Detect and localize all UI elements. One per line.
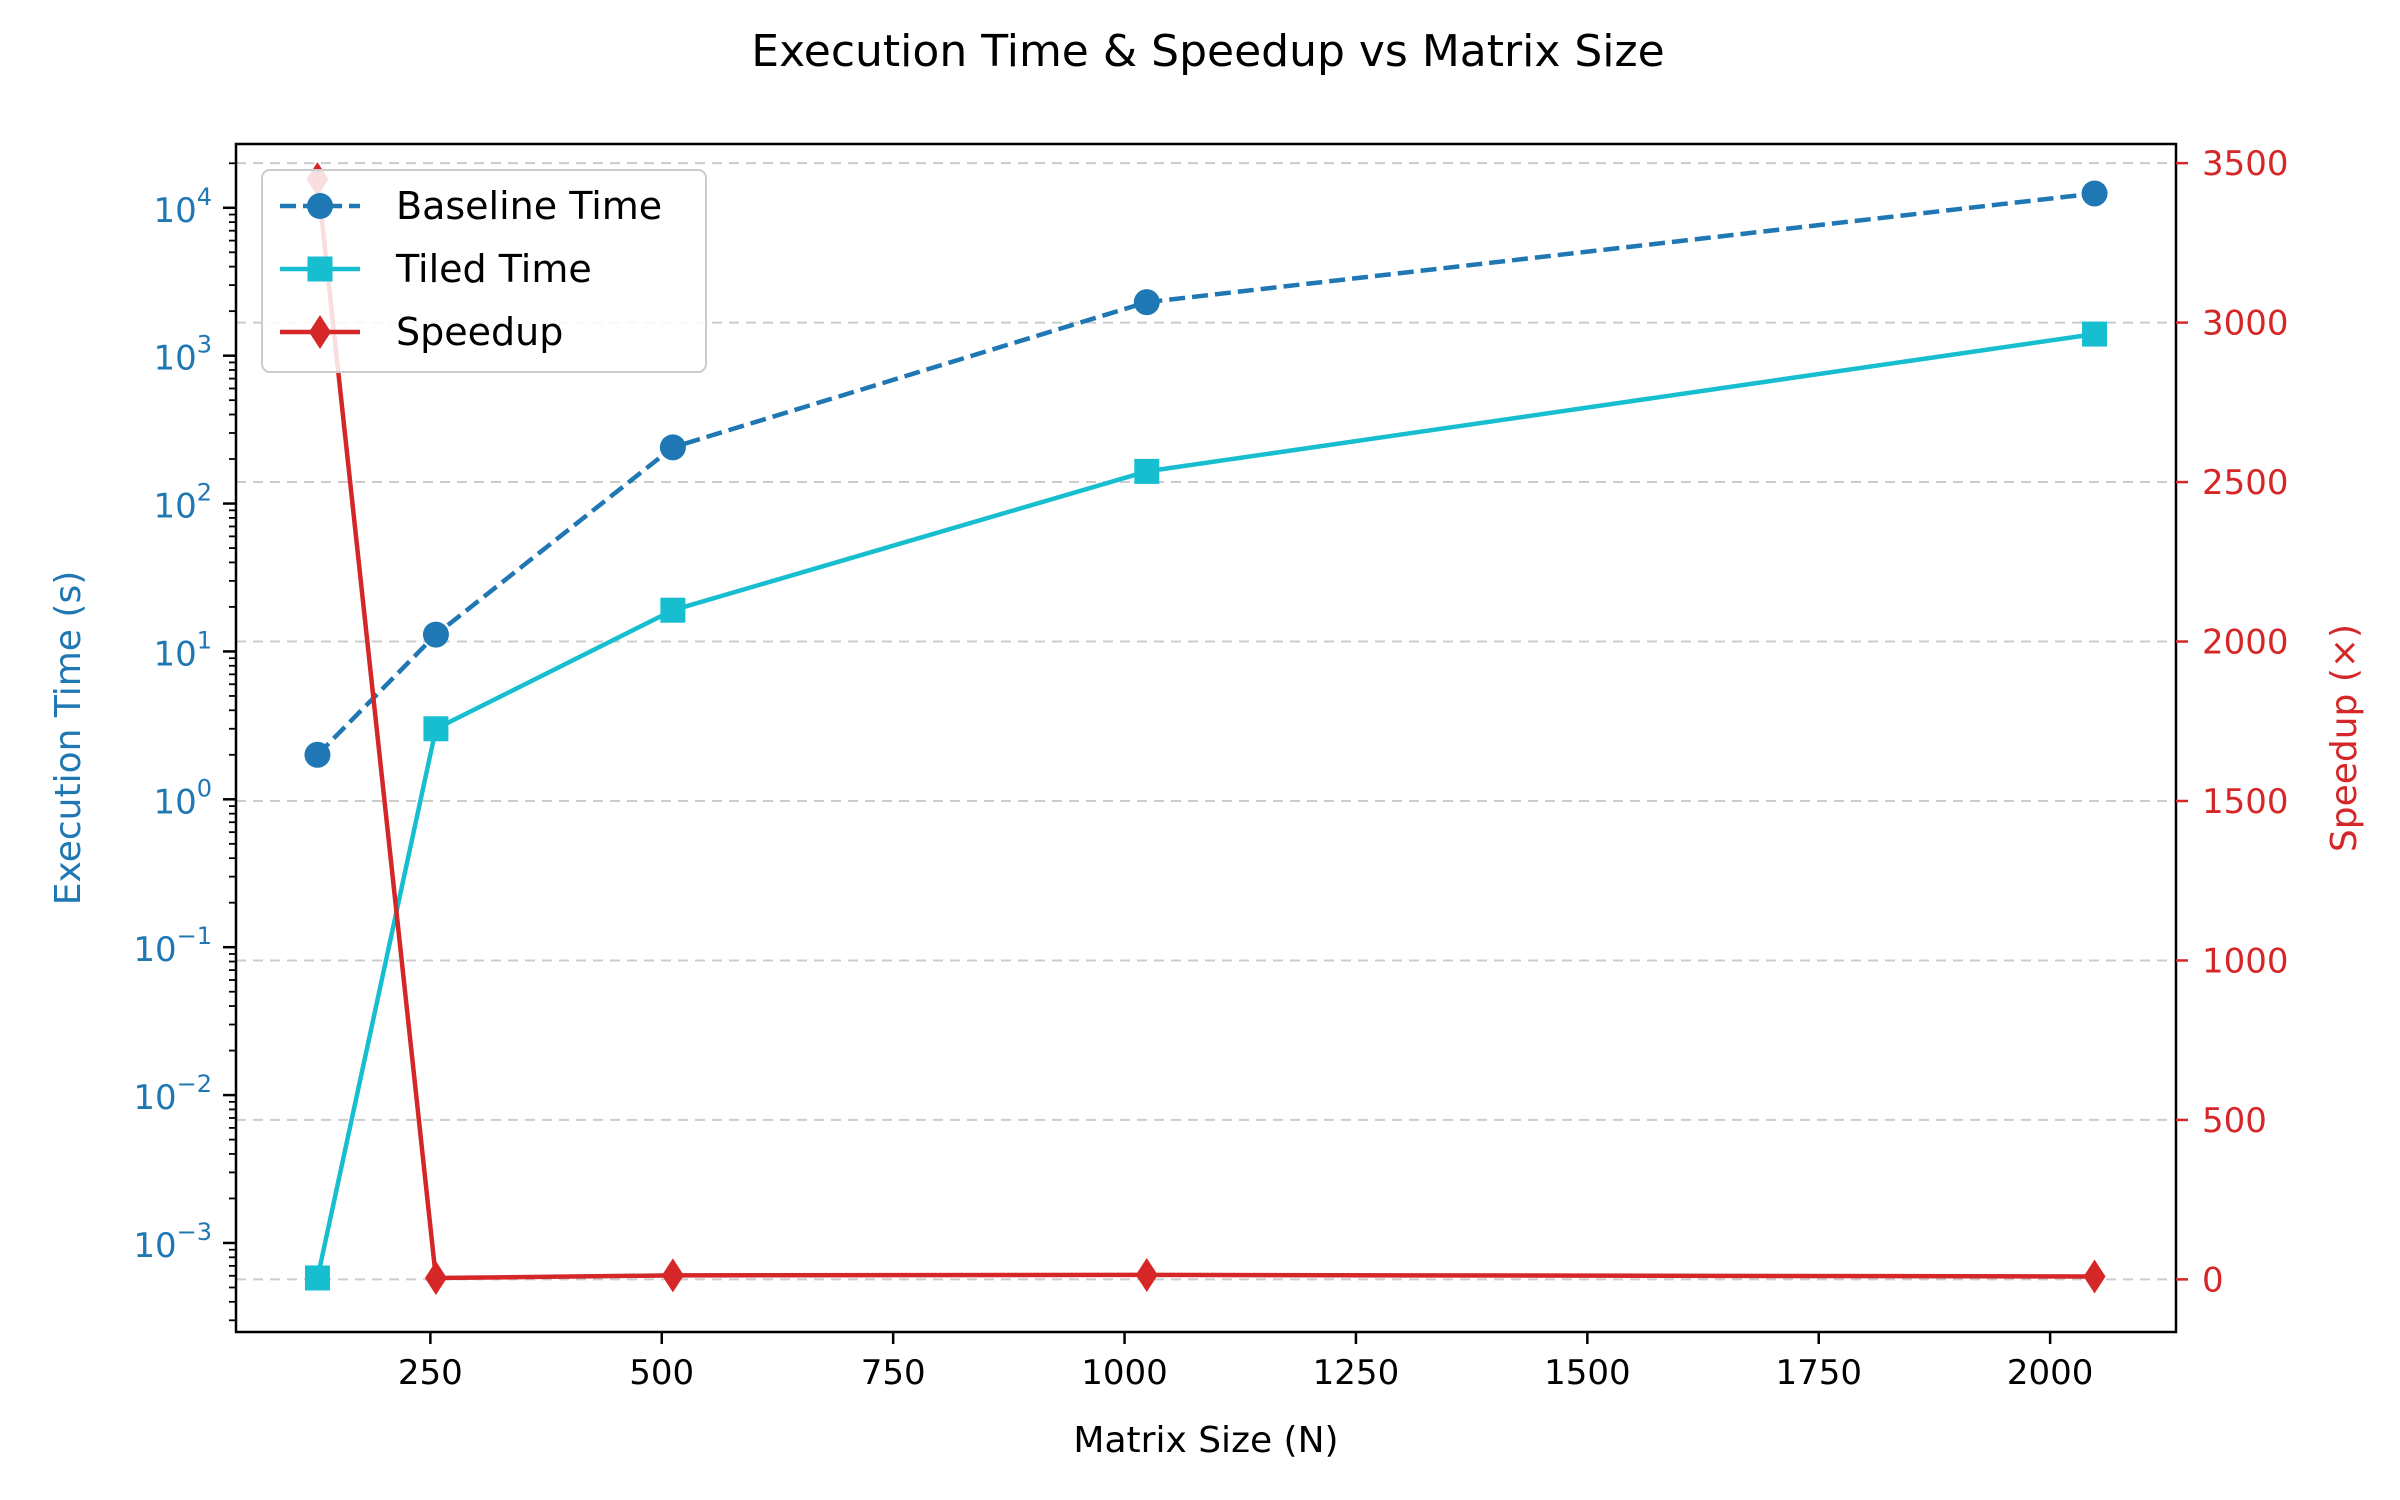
y-tick-base: 10 — [153, 782, 196, 822]
y-tick-exponent: 2 — [197, 479, 212, 507]
y2-tick-label: 500 — [2202, 1101, 2267, 1141]
y-tick-base: 10 — [133, 1078, 176, 1118]
data-point — [423, 716, 449, 742]
y-tick-label: 101 — [153, 626, 212, 674]
y-tick-base: 10 — [153, 339, 196, 379]
x-axis-title: Matrix Size (N) — [1073, 1420, 1338, 1461]
data-point — [1133, 289, 1160, 316]
legend-item: Tiled Time — [280, 247, 592, 291]
y-axis-title-left: Execution Time (s) — [48, 571, 89, 906]
legend-box — [261, 169, 707, 373]
legend-marker — [309, 315, 331, 349]
y2-tick-label: 1000 — [2202, 941, 2289, 981]
data-point — [422, 621, 449, 648]
y2-tick-label: 2500 — [2202, 463, 2289, 503]
legend-marker — [307, 256, 333, 282]
x-tick-label: 750 — [861, 1353, 926, 1393]
y2-tick-label: 2000 — [2202, 623, 2289, 663]
y-axis-right: 0 500 1000 1500 2000 2500 3000 3500 — [2176, 144, 2289, 1300]
data-point — [1134, 458, 1160, 484]
legend-label: Speedup — [396, 310, 563, 354]
x-tick-label: 250 — [398, 1353, 463, 1393]
y-tick-exponent: 4 — [197, 183, 212, 211]
y-tick-label: 100 — [153, 774, 212, 822]
y2-tick-label: 3000 — [2202, 304, 2289, 344]
y2-tick-label: 3500 — [2202, 144, 2289, 184]
legend-marker — [307, 193, 333, 219]
y-tick-label: 10−1 — [133, 922, 212, 970]
data-point — [659, 434, 686, 461]
data-point — [2081, 180, 2108, 207]
y-tick-exponent: −3 — [177, 1218, 212, 1246]
x-tick-label: 500 — [629, 1353, 694, 1393]
y-tick-base: 10 — [133, 930, 176, 970]
data-point — [2082, 321, 2108, 347]
x-axis: 250 500 750 1000 1250 1500 1750 2000 — [398, 1332, 2093, 1393]
data-point — [661, 1258, 684, 1293]
y-tick-base: 10 — [153, 191, 196, 231]
data-point — [304, 1265, 330, 1291]
y-tick-label: 102 — [153, 479, 212, 527]
legend: Baseline Time Tiled Time Speedup — [261, 169, 707, 373]
x-tick-label: 1500 — [1544, 1353, 1631, 1393]
y-tick-label: 104 — [153, 183, 212, 231]
legend-label: Baseline Time — [396, 184, 662, 228]
y-tick-label: 10−2 — [133, 1070, 212, 1118]
y-tick-exponent: −2 — [177, 1070, 212, 1098]
data-point — [1135, 1257, 1158, 1292]
legend-item: Baseline Time — [280, 184, 662, 228]
y-tick-label: 103 — [153, 331, 212, 379]
y-tick-base: 10 — [133, 1226, 176, 1266]
grid-lines — [236, 162, 2176, 1281]
y-tick-exponent: −1 — [177, 922, 212, 950]
y-tick-label: 10−3 — [133, 1218, 212, 1266]
chart-title: Execution Time & Speedup vs Matrix Size — [751, 26, 1664, 77]
legend-label: Tiled Time — [395, 247, 592, 291]
y-axis-title-right: Speedup (×) — [2324, 624, 2365, 852]
y2-tick-label: 1500 — [2202, 782, 2289, 822]
series-baseline-time — [304, 180, 2108, 768]
data-point — [2083, 1259, 2106, 1294]
y-tick-exponent: 3 — [197, 331, 212, 359]
legend-item: Speedup — [280, 310, 563, 354]
x-tick-label: 2000 — [2007, 1353, 2094, 1393]
y2-tick-label: 0 — [2202, 1260, 2224, 1300]
x-tick-label: 1000 — [1081, 1353, 1168, 1393]
data-point — [660, 597, 686, 623]
data-point — [424, 1261, 447, 1296]
y-tick-base: 10 — [153, 634, 196, 674]
y-tick-exponent: 1 — [197, 626, 212, 654]
y-tick-base: 10 — [153, 487, 196, 527]
y-tick-exponent: 0 — [197, 774, 212, 802]
data-point — [304, 741, 331, 768]
x-tick-label: 1250 — [1313, 1353, 1400, 1393]
plot-frame — [234, 142, 2178, 1334]
x-tick-label: 1750 — [1775, 1353, 1862, 1393]
